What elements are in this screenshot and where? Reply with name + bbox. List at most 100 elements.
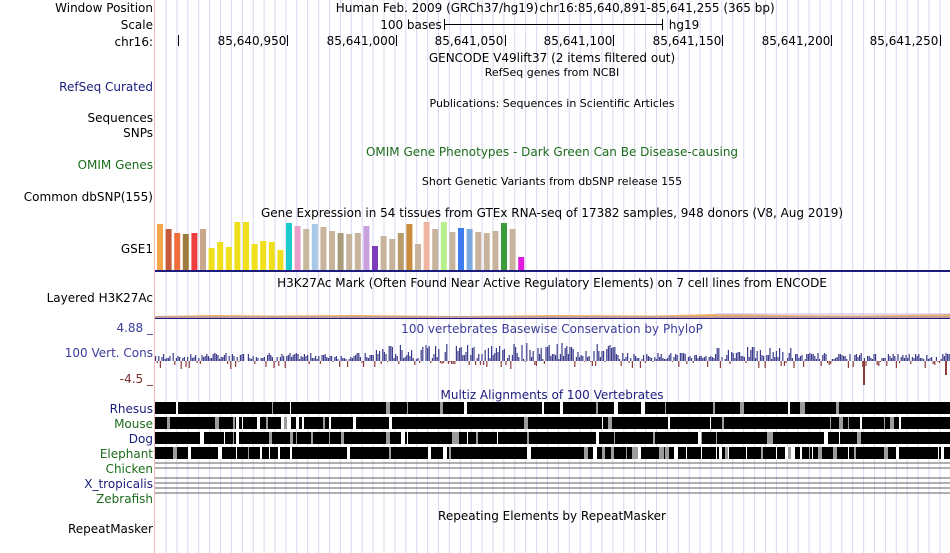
- gtex-bar[interactable]: [423, 222, 430, 270]
- species-rhesus[interactable]: Rhesus: [109, 402, 153, 416]
- position-text: chr16:85,640,891-85,641,255 (365 bp): [539, 1, 775, 15]
- gtex-bar[interactable]: [311, 224, 318, 270]
- gtex-bar[interactable]: [337, 233, 344, 270]
- gencode-title: GENCODE V49lift37 (2 items filtered out): [428, 51, 676, 65]
- gtex-baseline: [155, 270, 950, 272]
- gtex-bar[interactable]: [174, 233, 181, 270]
- gtex-bar[interactable]: [440, 222, 447, 270]
- omim-title: OMIM Gene Phenotypes - Dark Green Can Be…: [365, 145, 739, 159]
- gtex-barchart[interactable]: [155, 222, 535, 270]
- gtex-bar[interactable]: [268, 242, 275, 270]
- gtex-bar[interactable]: [157, 224, 163, 270]
- gtex-bar[interactable]: [346, 234, 353, 270]
- gtex-bar[interactable]: [372, 246, 378, 270]
- gtex-bar[interactable]: [406, 224, 413, 270]
- track-label-cons[interactable]: 100 Vert. Cons: [64, 346, 153, 360]
- track-label-h3k27ac[interactable]: Layered H3K27Ac: [46, 291, 153, 305]
- vertical-grid: [155, 0, 950, 553]
- ruler-tick: [722, 35, 723, 46]
- ruler-label: 85,641,250: [869, 34, 939, 48]
- gtex-bar[interactable]: [191, 233, 198, 270]
- pubs-title: Publications: Sequences in Scientific Ar…: [429, 97, 675, 110]
- scale-db-label: hg19: [668, 18, 700, 32]
- gtex-bar[interactable]: [518, 257, 525, 270]
- left-guide-line: [154, 0, 155, 553]
- gtex-bar[interactable]: [483, 233, 490, 270]
- ruler-label: 85,641,050: [434, 34, 504, 48]
- species-mouse[interactable]: Mouse: [114, 417, 153, 431]
- track-label-snps[interactable]: SNPs: [123, 126, 153, 140]
- species-elephant[interactable]: Elephant: [99, 447, 153, 461]
- gtex-bar[interactable]: [458, 228, 464, 270]
- gtex-bar[interactable]: [475, 232, 482, 270]
- ruler-tick: [287, 35, 288, 46]
- h3k27ac-signal[interactable]: [155, 306, 950, 318]
- track-label-gse1[interactable]: GSE1: [120, 242, 153, 256]
- track-label-refseq[interactable]: RefSeq Curated: [59, 80, 153, 94]
- multiz-title: Multiz Alignments of 100 Vertebrates: [440, 388, 664, 402]
- ruler-label: 85,641,150: [652, 34, 722, 48]
- species-xtropicalis[interactable]: X_tropicalis: [84, 477, 153, 491]
- gtex-bar[interactable]: [294, 226, 301, 270]
- gtex-bar[interactable]: [277, 250, 284, 270]
- cons-max-label: 4.88 _: [116, 321, 153, 335]
- cons-min-label: -4.5 _: [119, 372, 153, 386]
- gtex-bar[interactable]: [225, 247, 232, 270]
- gtex-bar[interactable]: [432, 229, 439, 270]
- gtex-bar[interactable]: [217, 242, 224, 270]
- gtex-bar[interactable]: [208, 248, 215, 270]
- gtex-bar[interactable]: [466, 229, 473, 270]
- gtex-bar[interactable]: [200, 229, 206, 270]
- track-label-omim[interactable]: OMIM Genes: [77, 158, 153, 172]
- species-chicken[interactable]: Chicken: [105, 462, 153, 476]
- scale-bar-label: 100 bases: [380, 18, 442, 32]
- gtex-bar[interactable]: [397, 233, 404, 270]
- gtex-bar[interactable]: [320, 227, 327, 270]
- gtex-bar[interactable]: [354, 233, 361, 270]
- h3k27ac-title: H3K27Ac Mark (Often Found Near Active Re…: [277, 276, 827, 290]
- gtex-bar[interactable]: [509, 229, 516, 270]
- conservation-plot[interactable]: [155, 334, 950, 388]
- h3k27ac-baseline: [155, 318, 950, 319]
- ruler-tick: [613, 35, 614, 46]
- ruler-tick: [831, 35, 832, 46]
- gtex-bar[interactable]: [251, 244, 258, 270]
- chrom-label: chr16:: [114, 35, 153, 49]
- gtex-bar[interactable]: [243, 222, 249, 270]
- gtex-bar[interactable]: [329, 231, 335, 270]
- gtex-bar[interactable]: [260, 241, 267, 270]
- gtex-bar[interactable]: [234, 222, 241, 270]
- repeatmasker-title: Repeating Elements by RepeatMasker: [438, 509, 666, 523]
- gtex-bar[interactable]: [286, 223, 292, 270]
- ruler-label: 85,641,200: [761, 34, 831, 48]
- multiz-alignment[interactable]: [155, 402, 950, 498]
- gtex-bar[interactable]: [165, 229, 172, 270]
- gtex-bar[interactable]: [389, 239, 396, 270]
- gtex-title: Gene Expression in 54 tissues from GTEx …: [260, 206, 844, 220]
- dbsnp-title: Short Genetic Variants from dbSNP releas…: [421, 175, 683, 188]
- ruler-label: 85,641,100: [543, 34, 613, 48]
- gtex-bar[interactable]: [380, 236, 387, 270]
- gtex-bar[interactable]: [501, 223, 507, 270]
- gtex-bar[interactable]: [363, 226, 370, 270]
- track-label-repeatmasker[interactable]: RepeatMasker: [67, 522, 153, 536]
- species-dog[interactable]: Dog: [128, 432, 153, 446]
- ruler-label: 85,641,000: [326, 34, 396, 48]
- ruler-tick: [940, 35, 941, 46]
- refseq-title: RefSeq genes from NCBI: [484, 66, 620, 79]
- track-label-sequences[interactable]: Sequences: [87, 111, 153, 125]
- gtex-bar[interactable]: [303, 229, 310, 270]
- scale-bar-left-tick: [444, 19, 445, 30]
- scale-label: Scale: [120, 18, 153, 32]
- species-zebrafish[interactable]: Zebrafish: [96, 492, 153, 506]
- gtex-bar[interactable]: [492, 231, 499, 270]
- gtex-bar[interactable]: [415, 244, 421, 270]
- track-label-dbsnp[interactable]: Common dbSNP(155): [23, 190, 153, 204]
- assembly-text: Human Feb. 2009 (GRCh37/hg19): [335, 1, 539, 15]
- ruler-tick: [396, 35, 397, 46]
- ruler-label: 85,640,950: [217, 34, 287, 48]
- gtex-bar[interactable]: [182, 234, 189, 270]
- gtex-bar[interactable]: [449, 232, 456, 270]
- scale-bar-right-tick: [662, 19, 663, 30]
